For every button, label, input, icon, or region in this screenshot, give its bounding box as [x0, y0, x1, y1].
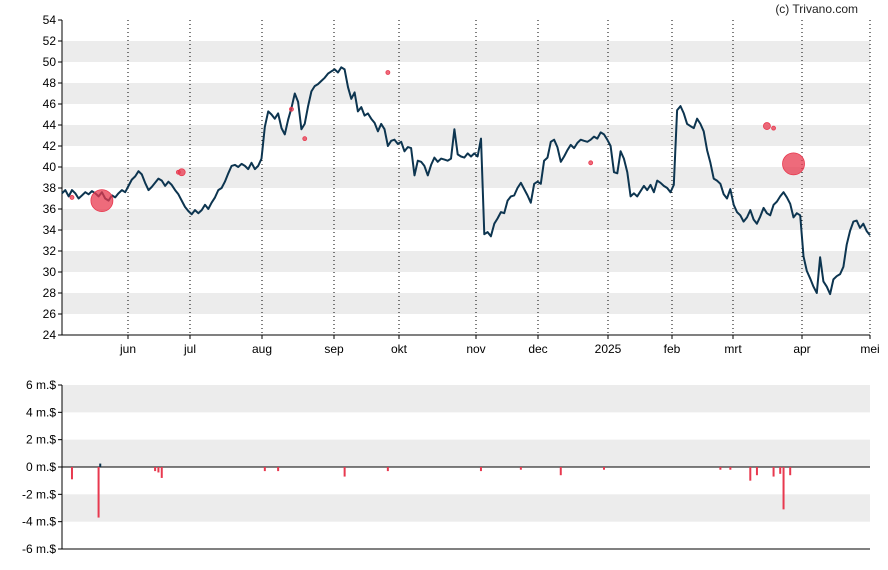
price-y-tick-label: 32 [43, 244, 57, 258]
price-y-tick-label: 30 [43, 265, 57, 279]
price-marker [289, 106, 294, 112]
price-marker [763, 122, 771, 130]
price-y-tick-label: 28 [43, 286, 57, 300]
price-grid-band [62, 293, 870, 314]
volume-y-tick-label: 6 m.$ [26, 378, 56, 392]
volume-bar [719, 467, 722, 470]
volume-bar [755, 467, 758, 476]
volume-y-tick-label: 0 m.$ [26, 460, 56, 474]
volume-bar [263, 467, 266, 472]
price-grid-band [62, 209, 870, 230]
price-marker [771, 125, 776, 131]
price-y-tick-label: 36 [43, 202, 57, 216]
price-marker [90, 189, 114, 213]
volume-bar [277, 467, 280, 472]
price-marker [588, 160, 594, 166]
price-y-tick-label: 40 [43, 160, 57, 174]
x-tick-label: aug [252, 342, 272, 356]
volume-bar [99, 463, 102, 467]
price-y-tick-label: 34 [43, 223, 57, 237]
volume-bar [782, 467, 785, 510]
price-y-tick-label: 44 [43, 118, 57, 132]
volume-bar [70, 467, 73, 480]
volume-bar [519, 467, 522, 470]
x-tick-label: mei [860, 342, 879, 356]
volume-bar [772, 467, 775, 477]
x-tick-label: feb [664, 342, 681, 356]
price-y-tick-label: 54 [43, 13, 57, 27]
price-y-tick-label: 24 [43, 328, 57, 342]
volume-grid-band [62, 385, 870, 413]
price-grid-band [62, 125, 870, 146]
x-tick-label: jun [119, 342, 136, 356]
price-series-line [61, 66, 871, 296]
price-y-tick-label: 42 [43, 139, 57, 153]
volume-bar [386, 467, 389, 472]
x-tick-label: apr [793, 342, 810, 356]
x-tick-label: nov [466, 342, 485, 356]
volume-y-tick-label: -2 m.$ [22, 487, 56, 501]
x-tick-label: 2025 [595, 342, 622, 356]
volume-bar [779, 467, 782, 474]
volume-grid-band [62, 494, 870, 522]
x-tick-label: dec [528, 342, 547, 356]
volume-bar [160, 467, 163, 478]
volume-y-tick-label: 4 m.$ [26, 405, 56, 419]
volume-bar [97, 467, 100, 518]
volume-y-tick-label: -6 m.$ [22, 542, 56, 556]
price-grid-band [62, 41, 870, 62]
x-tick-label: jul [183, 342, 196, 356]
price-y-tick-label: 52 [43, 34, 57, 48]
volume-bar [602, 467, 605, 470]
x-tick-label: mrt [724, 342, 742, 356]
price-grid-band [62, 83, 870, 104]
volume-bar [157, 467, 160, 473]
credit-text: (c) Trivano.com [775, 2, 858, 16]
price-y-tick-label: 46 [43, 97, 57, 111]
price-y-tick-label: 26 [43, 307, 57, 321]
volume-bar [559, 467, 562, 476]
price-y-tick-label: 48 [43, 76, 57, 90]
volume-y-tick-label: 2 m.$ [26, 433, 56, 447]
x-tick-label: okt [391, 342, 408, 356]
price-marker [385, 70, 391, 75]
price-y-tick-label: 50 [43, 55, 57, 69]
price-grid-band [62, 251, 870, 272]
volume-bar [729, 467, 732, 470]
volume-bar [749, 467, 752, 481]
volume-y-tick-label: -4 m.$ [22, 515, 56, 529]
price-marker [69, 195, 75, 200]
x-tick-label: sep [324, 342, 344, 356]
price-marker [177, 168, 186, 177]
price-grid-band [62, 167, 870, 188]
volume-bar [154, 467, 157, 472]
volume-bar [479, 467, 482, 472]
price-marker [302, 136, 308, 142]
price-y-tick-label: 38 [43, 181, 57, 195]
volume-bar [789, 467, 792, 476]
volume-grid-band [62, 439, 870, 467]
volume-bar [343, 467, 346, 477]
price-marker [782, 152, 805, 176]
